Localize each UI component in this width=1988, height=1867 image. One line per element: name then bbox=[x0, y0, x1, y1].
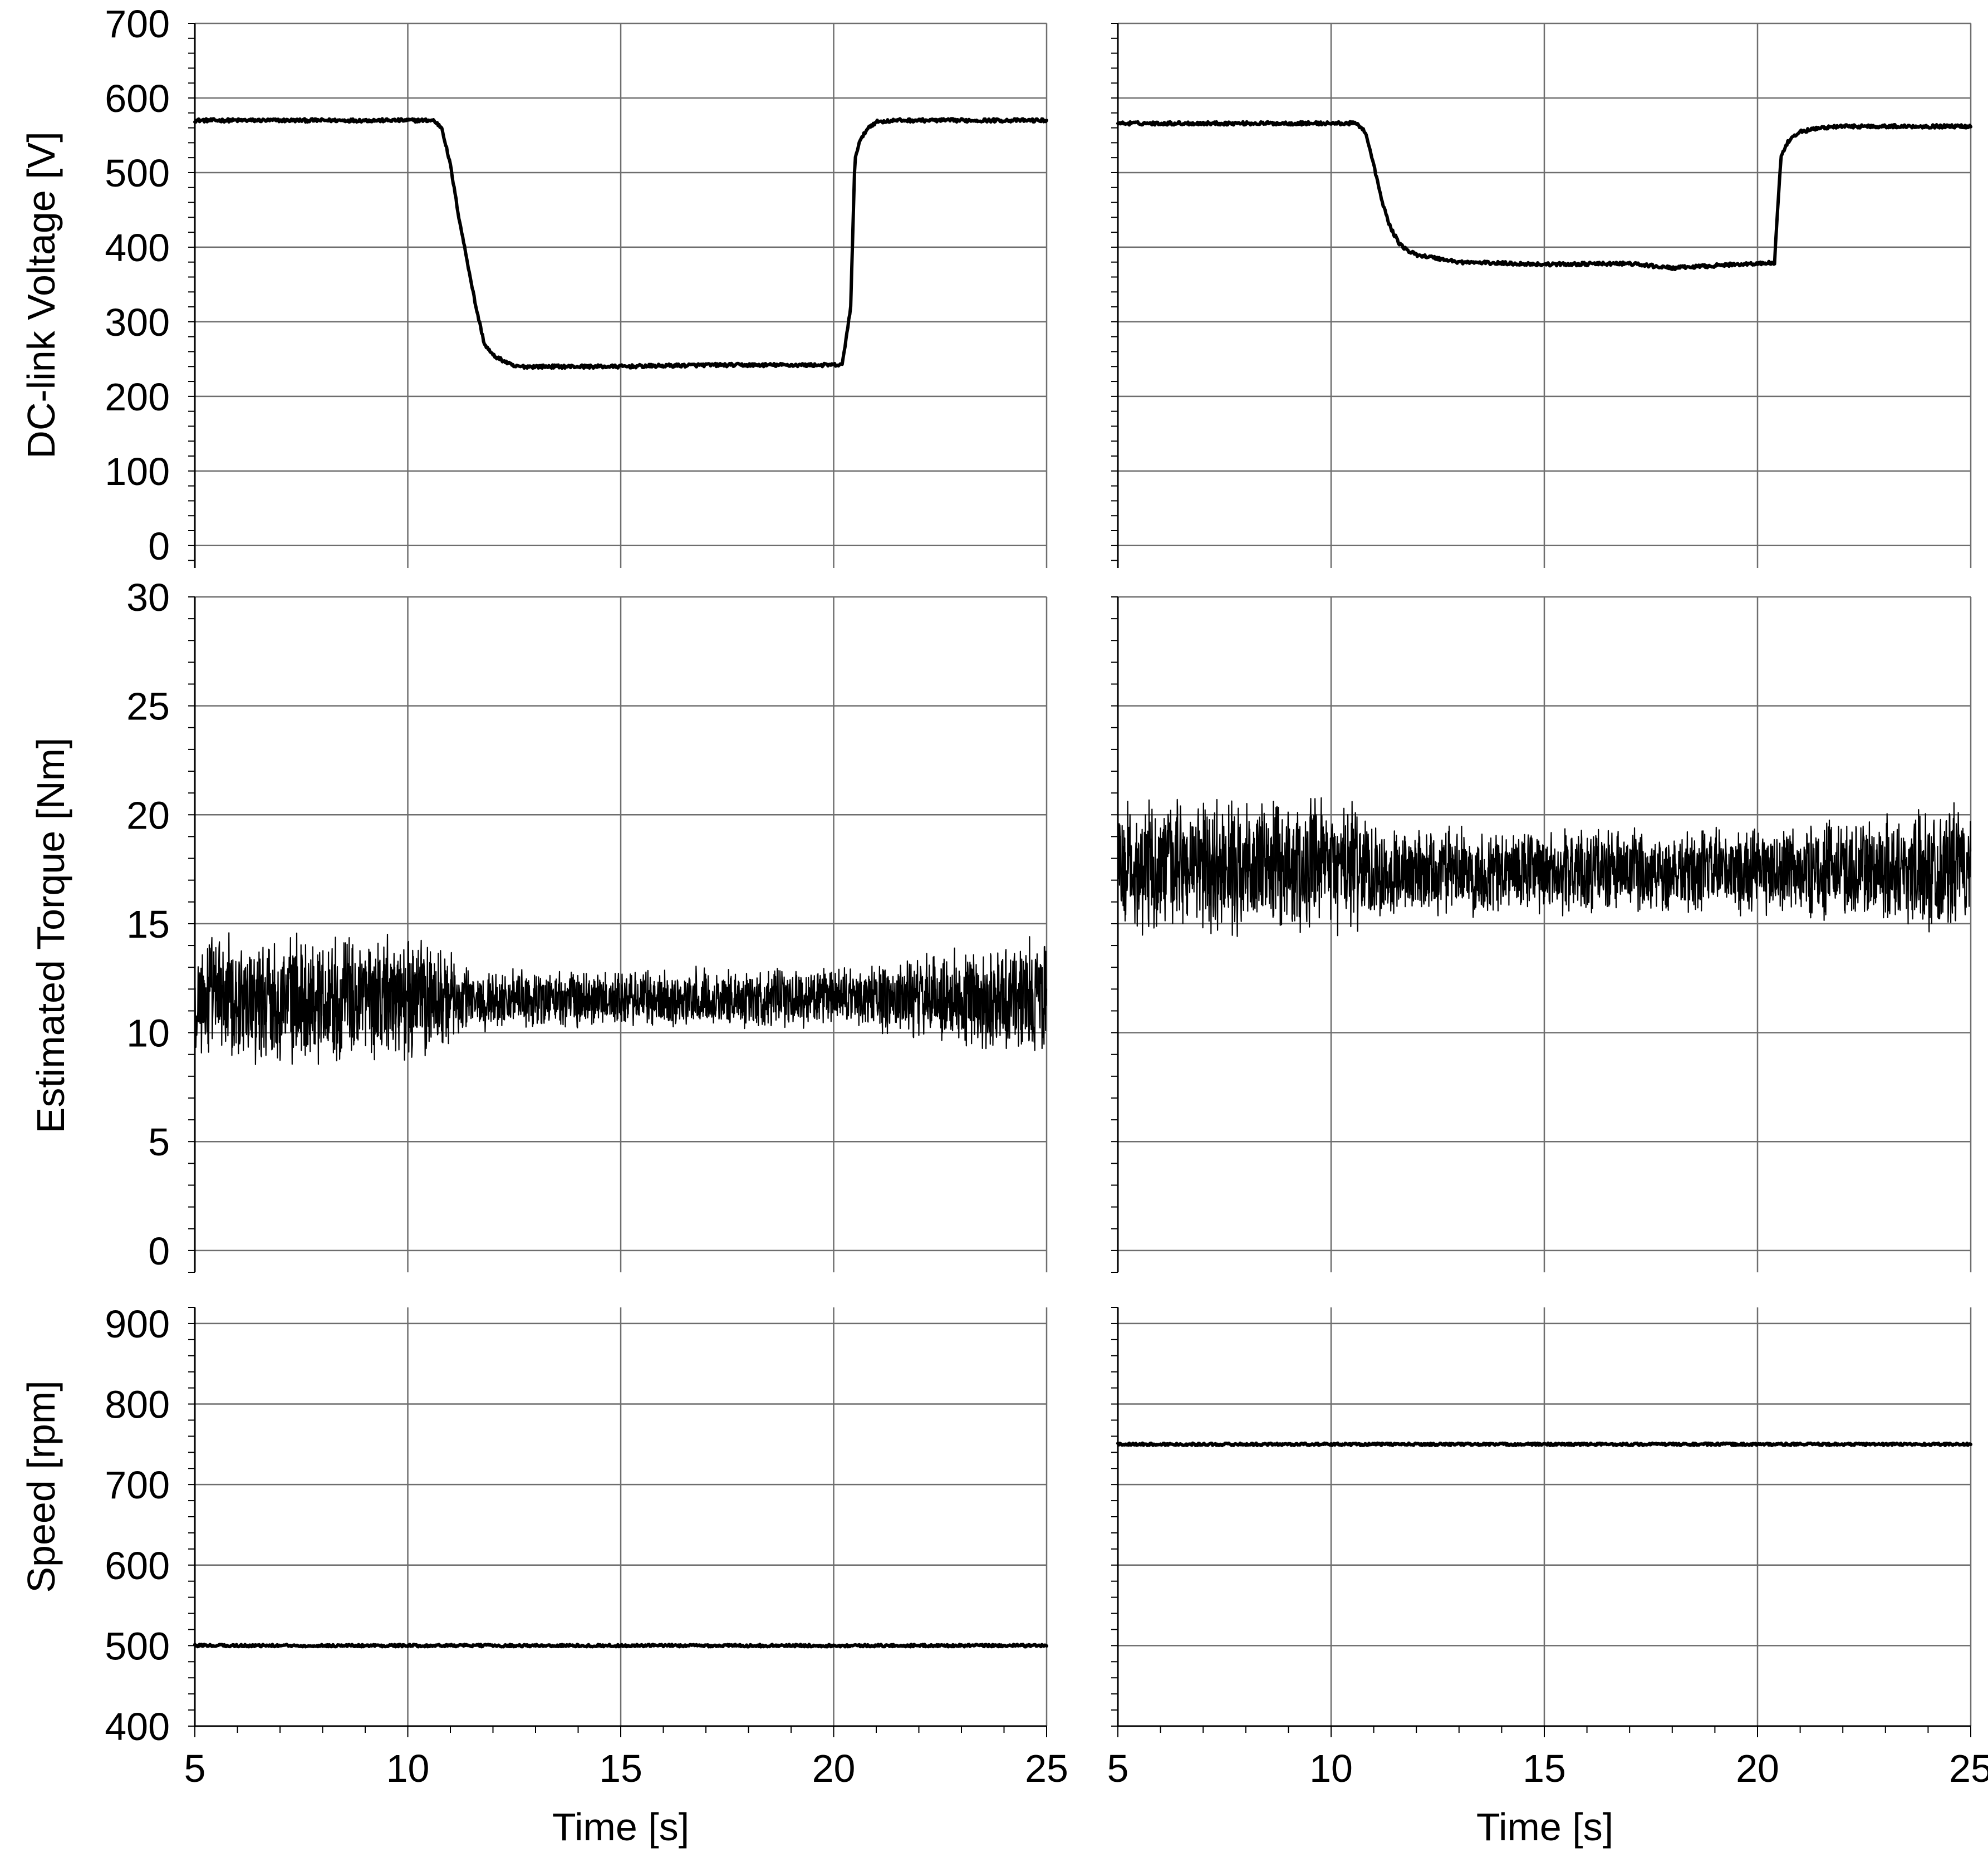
speed-axis-label: Speed [rpm] bbox=[19, 1380, 63, 1592]
voltage-left-trace bbox=[193, 117, 1048, 370]
speed-right-x-tick-label-10: 10 bbox=[1309, 1747, 1353, 1790]
speed-left-trace bbox=[193, 1643, 1048, 1649]
torque-right-torque-trace bbox=[1117, 797, 1972, 937]
torque-y-tick-label-25: 25 bbox=[126, 685, 170, 728]
speed-right-trace bbox=[1116, 1441, 1972, 1447]
torque-y-tick-label-0: 0 bbox=[148, 1229, 170, 1273]
speed-y-tick-label-400: 400 bbox=[105, 1705, 170, 1748]
tick-labels: 0 100 200 300 400 500 600 700 0 5 10 15 20 25 30 5 10 15 2… bbox=[105, 2, 1988, 1790]
speed-right-x-tick-label-20: 20 bbox=[1736, 1747, 1779, 1790]
voltage-y-tick-label-100: 100 bbox=[105, 450, 170, 493]
left-time-axis-label: Time [s] bbox=[552, 1805, 689, 1849]
torque-y-tick-label-20: 20 bbox=[126, 793, 170, 837]
torque-y-tick-label-10: 10 bbox=[126, 1012, 170, 1055]
speed-left-x-tick-label-25: 25 bbox=[1025, 1747, 1068, 1790]
speed-right-x-tick-label-5: 5 bbox=[1107, 1747, 1129, 1790]
right-time-axis-label: Time [s] bbox=[1476, 1805, 1613, 1849]
voltage-y-tick-label-300: 300 bbox=[105, 301, 170, 344]
grid-lines bbox=[195, 22, 1972, 1727]
voltage-y-tick-label-200: 200 bbox=[105, 375, 170, 419]
speed-y-tick-label-600: 600 bbox=[105, 1544, 170, 1587]
voltage-y-tick-label-600: 600 bbox=[105, 77, 170, 120]
speed-left-x-tick-label-10: 10 bbox=[386, 1747, 430, 1790]
torque-y-tick-label-30: 30 bbox=[126, 576, 170, 619]
speed-right-x-tick-label-25: 25 bbox=[1949, 1747, 1988, 1790]
torque-y-tick-label-15: 15 bbox=[126, 903, 170, 946]
voltage-y-tick-label-700: 700 bbox=[105, 2, 170, 46]
voltage-axis-label: DC-link Voltage [V] bbox=[19, 131, 63, 458]
speed-y-tick-label-900: 900 bbox=[105, 1302, 170, 1346]
torque-left-torque-trace bbox=[194, 932, 1048, 1065]
voltage-y-tick-label-500: 500 bbox=[105, 151, 170, 195]
speed-left-x-tick-label-20: 20 bbox=[812, 1747, 856, 1790]
axes bbox=[188, 23, 1971, 1737]
voltage-right-trace bbox=[1116, 120, 1972, 271]
data-series bbox=[193, 117, 1972, 1649]
voltage-y-tick-label-400: 400 bbox=[105, 226, 170, 269]
speed-right-x-tick-label-15: 15 bbox=[1523, 1747, 1566, 1790]
torque-y-tick-label-5: 5 bbox=[148, 1120, 170, 1164]
torque-axis-label: Estimated Torque [Nm] bbox=[29, 738, 72, 1134]
speed-y-tick-label-800: 800 bbox=[105, 1383, 170, 1427]
speed-left-x-tick-label-5: 5 bbox=[184, 1747, 206, 1790]
speed-y-tick-label-500: 500 bbox=[105, 1624, 170, 1668]
voltage-y-tick-label-0: 0 bbox=[148, 525, 170, 568]
speed-y-tick-label-700: 700 bbox=[105, 1463, 170, 1507]
speed-left-x-tick-label-15: 15 bbox=[599, 1747, 642, 1790]
